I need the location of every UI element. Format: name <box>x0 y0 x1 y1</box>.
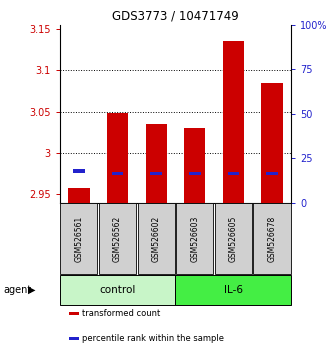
Text: ▶: ▶ <box>28 285 36 295</box>
Bar <box>146 124 167 202</box>
Text: transformed count: transformed count <box>82 309 160 318</box>
FancyBboxPatch shape <box>175 275 291 305</box>
FancyBboxPatch shape <box>176 203 213 274</box>
Text: GSM526678: GSM526678 <box>267 216 276 262</box>
FancyBboxPatch shape <box>254 203 291 274</box>
Text: GSM526603: GSM526603 <box>190 216 199 262</box>
Bar <box>189 172 201 175</box>
Bar <box>112 172 123 175</box>
Bar <box>73 170 85 173</box>
Bar <box>223 41 244 202</box>
FancyBboxPatch shape <box>60 275 175 305</box>
Bar <box>69 337 78 340</box>
Bar <box>69 312 78 315</box>
Text: percentile rank within the sample: percentile rank within the sample <box>82 334 224 343</box>
Text: agent: agent <box>3 285 31 295</box>
FancyBboxPatch shape <box>99 203 136 274</box>
Bar <box>184 128 205 202</box>
FancyBboxPatch shape <box>215 203 252 274</box>
Bar <box>107 113 128 202</box>
Text: IL-6: IL-6 <box>224 285 243 295</box>
Text: GSM526562: GSM526562 <box>113 216 122 262</box>
Title: GDS3773 / 10471749: GDS3773 / 10471749 <box>112 9 239 22</box>
Text: control: control <box>99 285 136 295</box>
Bar <box>266 172 278 175</box>
FancyBboxPatch shape <box>60 203 97 274</box>
Bar <box>68 188 89 202</box>
Bar <box>227 172 239 175</box>
Text: GSM526605: GSM526605 <box>229 216 238 262</box>
Bar <box>150 172 162 175</box>
Text: GSM526602: GSM526602 <box>152 216 161 262</box>
FancyBboxPatch shape <box>138 203 175 274</box>
Bar <box>261 82 283 202</box>
Text: GSM526561: GSM526561 <box>74 216 83 262</box>
